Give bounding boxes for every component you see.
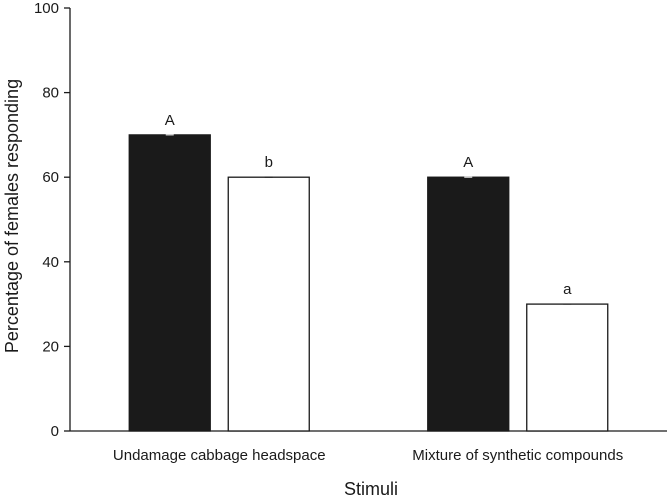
y-tick-label: 80 xyxy=(42,85,59,102)
bar xyxy=(128,134,211,432)
x-axis: Undamage cabbage headspace Mixture of syn… xyxy=(70,430,667,464)
y-tick-label: 100 xyxy=(34,0,59,17)
significance-labels: Ab Aa xyxy=(165,112,572,298)
x-tick-label: Mixture of synthetic compounds xyxy=(412,447,623,464)
y-tick-label: 0 xyxy=(51,423,59,440)
bar xyxy=(227,176,310,432)
significance-label: b xyxy=(265,154,273,171)
x-axis-title: Stimuli xyxy=(344,479,398,499)
y-tick-label: 60 xyxy=(42,169,59,186)
significance-label: A xyxy=(463,154,473,171)
significance-label: A xyxy=(165,112,175,129)
y-tick-label: 40 xyxy=(42,254,59,271)
y-axis: 0 20 40 60 80 100 xyxy=(34,0,71,440)
significance-label: a xyxy=(563,281,572,298)
y-axis-title: Percentage of females responding xyxy=(2,79,22,353)
x-tick-label: Undamage cabbage headspace xyxy=(113,447,326,464)
bar xyxy=(526,303,609,432)
bars xyxy=(128,134,609,432)
bar xyxy=(427,176,510,432)
y-tick-label: 20 xyxy=(42,338,59,355)
